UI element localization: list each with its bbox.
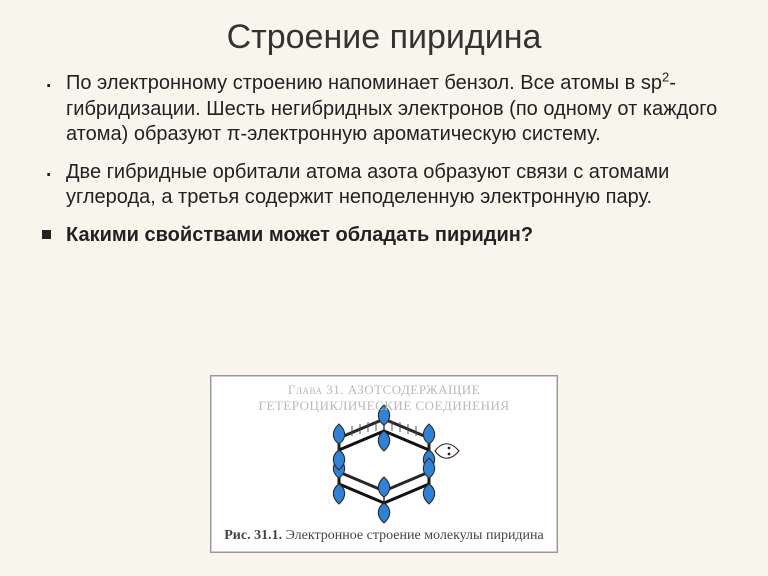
bullet-text: Две гибридные орбитали атома азота образ… [66,161,669,209]
caption-label: Рис. 31.1. [224,528,282,543]
caption-text: Электронное строение молекулы пиридина [282,528,544,543]
bullet-text: По электронному строению напоминает бенз… [66,72,662,94]
page-title: Строение пиридина [40,18,728,57]
list-item: По электронному строению напоминает бенз… [62,71,722,148]
list-item: Две гибридные орбитали атома азота образ… [62,160,722,211]
pyridine-orbital-diagram [214,376,554,524]
body-list: По электронному строению напоминает бенз… [40,71,728,249]
figure-caption: Рис. 31.1. Электронное строение молекулы… [211,524,557,552]
figure-box: Глава 31. АЗОТСОДЕРЖАЩИЕ ГЕТЕРОЦИКЛИЧЕСК… [210,375,558,553]
bullet-text: Какими свойствами может обладать пиридин… [66,224,533,246]
list-item: Какими свойствами может обладать пиридин… [62,223,722,249]
